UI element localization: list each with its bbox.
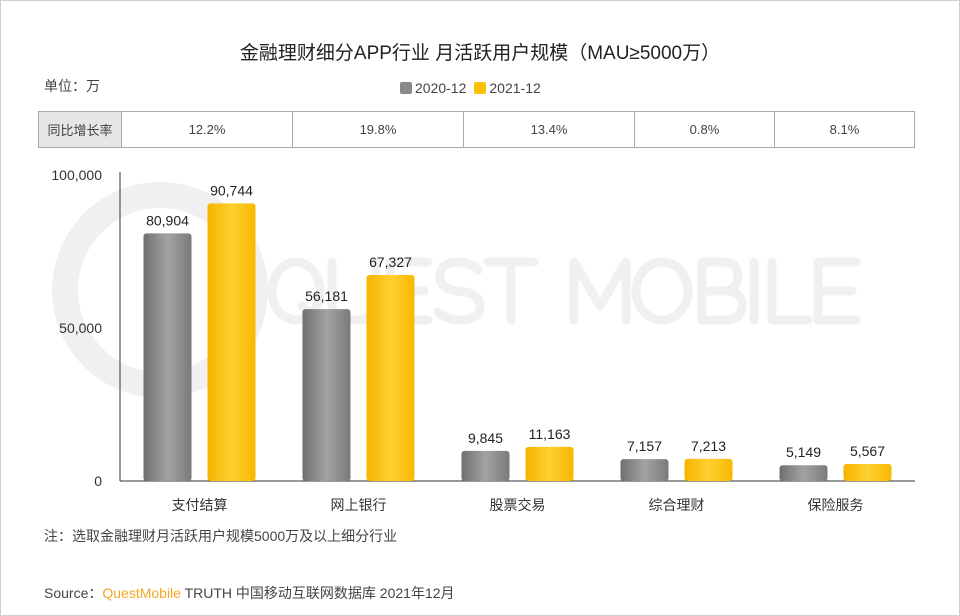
bar-2020-12 — [620, 459, 669, 481]
legend-item-2020: 2020-12 — [400, 80, 466, 96]
y-tick-label: 50,000 — [59, 320, 102, 336]
source-brand: QuestMobile — [102, 585, 181, 601]
bar-2020-12 — [779, 465, 828, 481]
legend-label: 2021-12 — [489, 80, 541, 96]
legend-label: 2020-12 — [415, 80, 467, 96]
bar-2020-12 — [461, 450, 510, 481]
x-tick-label: 股票交易 — [490, 497, 546, 513]
legend-item-2021: 2021-12 — [474, 80, 541, 96]
data-label: 9,845 — [468, 430, 503, 446]
data-label: 11,163 — [529, 426, 571, 442]
source-line: Source：QuestMobile TRUTH 中国移动互联网数据库 2021… — [44, 583, 455, 603]
data-label: 56,181 — [305, 288, 348, 304]
watermark-glyph — [433, 257, 485, 325]
unit-label: 单位：万 — [44, 78, 100, 94]
bar-2021-12 — [525, 446, 574, 481]
y-tick-label: 100,000 — [51, 167, 102, 183]
chart-title: 金融理财细分APP行业 月活跃用户规模（MAU≥5000万） — [239, 43, 721, 64]
x-tick-label: 网上银行 — [331, 497, 387, 513]
data-label: 67,327 — [369, 254, 412, 270]
yoy-cell: 12.2% — [121, 111, 293, 148]
bar-2021-12 — [684, 458, 733, 481]
watermark-glyph — [631, 257, 693, 325]
data-label: 90,744 — [210, 182, 253, 198]
watermark-glyph — [483, 257, 539, 325]
bar-2021-12 — [843, 463, 892, 481]
yoy-header: 同比增长率 — [38, 111, 122, 148]
x-tick-label: 支付结算 — [172, 497, 228, 513]
yoy-table: 同比增长率 12.2% 19.8% 13.4% 0.8% 8.1% — [38, 111, 916, 148]
footnote: 注：选取金融理财月活跃用户规模5000万及以上细分行业 — [44, 528, 398, 544]
data-label: 7,157 — [627, 438, 662, 454]
yoy-cell: 19.8% — [292, 111, 464, 148]
watermark-glyph — [569, 257, 631, 325]
x-tick-label: 保险服务 — [808, 497, 864, 513]
yoy-cell: 8.1% — [773, 111, 916, 148]
data-label: 5,567 — [850, 443, 885, 459]
bar-2021-12 — [366, 274, 415, 481]
legend: 2020-12 2021-12 — [400, 80, 541, 96]
yoy-cell: 13.4% — [463, 111, 635, 148]
y-tick-label: 0 — [94, 473, 102, 489]
legend-swatch — [474, 82, 487, 94]
watermark-glyph — [767, 257, 813, 325]
watermark-glyph — [813, 257, 861, 325]
legend-swatch — [400, 82, 412, 94]
yoy-row: 同比增长率 12.2% 19.8% 13.4% 0.8% 8.1% — [38, 111, 916, 148]
source-text: TRUTH 中国移动互联网数据库 2021年12月 — [180, 585, 455, 601]
bar-2020-12 — [143, 233, 192, 481]
data-label: 5,149 — [786, 444, 821, 460]
bar-2020-12 — [302, 309, 351, 481]
watermark-glyph — [697, 257, 747, 325]
x-tick-label: 综合理财 — [649, 497, 705, 513]
bar-2021-12 — [207, 203, 256, 481]
source-prefix: Source： — [44, 585, 103, 601]
data-label: 80,904 — [146, 212, 189, 228]
data-label: 7,213 — [691, 438, 726, 454]
